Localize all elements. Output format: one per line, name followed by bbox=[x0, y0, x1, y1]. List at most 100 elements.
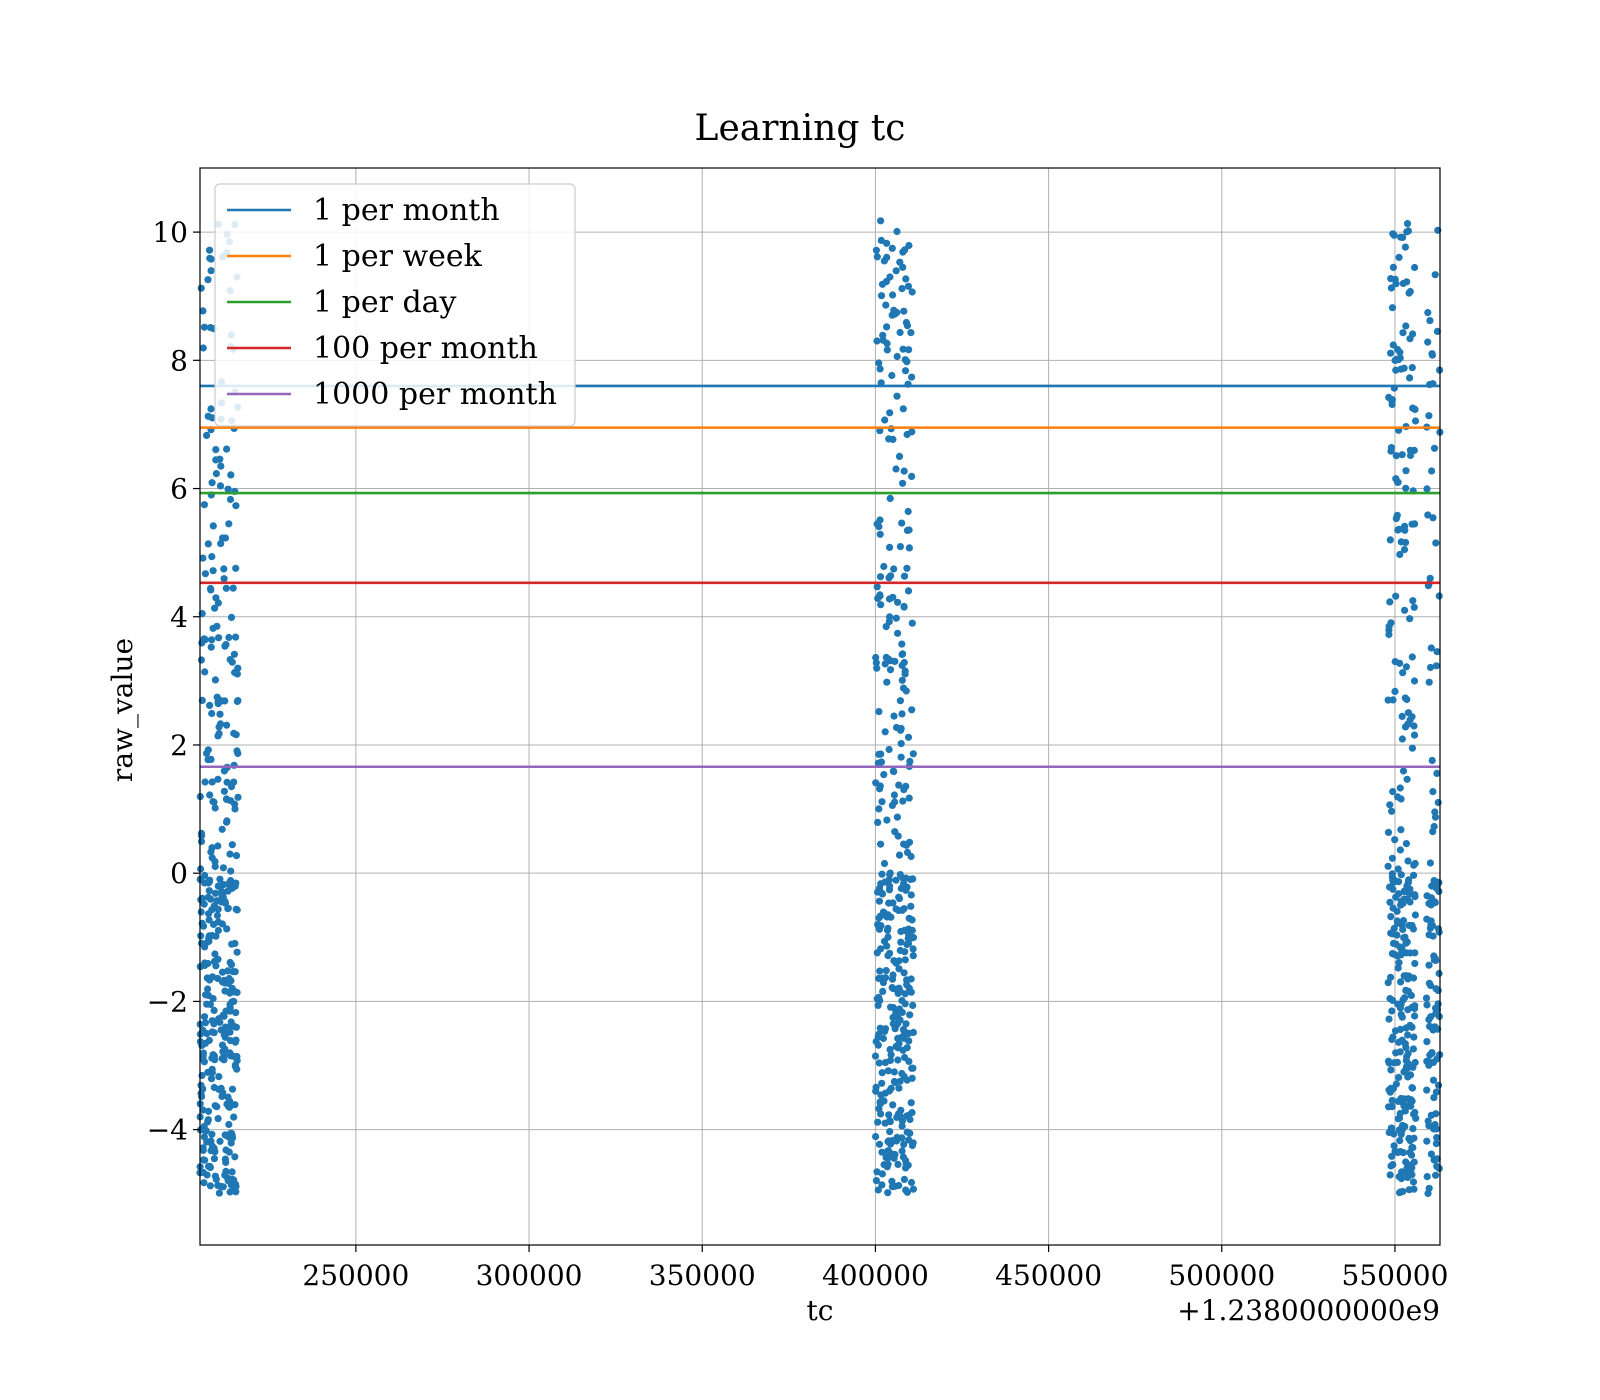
data-point bbox=[1411, 1004, 1419, 1013]
data-point bbox=[1399, 925, 1407, 934]
data-point bbox=[1403, 220, 1412, 228]
data-point bbox=[199, 1144, 207, 1152]
data-point bbox=[200, 323, 208, 331]
data-point bbox=[909, 750, 917, 758]
x-tick-label: 450000 bbox=[995, 1259, 1102, 1292]
data-point bbox=[898, 1122, 906, 1130]
data-point bbox=[900, 603, 908, 611]
data-point bbox=[218, 825, 226, 833]
data-point bbox=[211, 858, 219, 866]
data-point bbox=[228, 1085, 237, 1093]
data-point bbox=[229, 584, 237, 592]
data-point bbox=[909, 1028, 918, 1036]
data-point bbox=[216, 882, 224, 890]
data-point bbox=[197, 896, 205, 904]
data-point bbox=[1409, 925, 1417, 933]
data-point bbox=[1387, 284, 1395, 292]
data-point bbox=[903, 848, 912, 857]
data-point bbox=[886, 409, 894, 417]
legend-entry-label: 1000 per month bbox=[313, 377, 557, 412]
data-point bbox=[893, 392, 901, 400]
data-point bbox=[1386, 598, 1394, 606]
data-point bbox=[1433, 327, 1441, 335]
data-point bbox=[909, 1185, 918, 1193]
data-point bbox=[906, 1011, 914, 1019]
data-point bbox=[204, 1107, 213, 1115]
data-point bbox=[1398, 451, 1406, 459]
data-point bbox=[226, 1188, 234, 1196]
data-point bbox=[1404, 720, 1412, 728]
data-point bbox=[1410, 677, 1419, 685]
data-point bbox=[216, 720, 225, 728]
data-point bbox=[214, 1115, 222, 1123]
data-point bbox=[217, 1182, 225, 1190]
data-point bbox=[231, 1101, 239, 1109]
data-point bbox=[210, 1006, 218, 1015]
data-point bbox=[1429, 514, 1437, 522]
data-point bbox=[207, 1075, 216, 1083]
data-point bbox=[900, 658, 908, 667]
data-point bbox=[233, 906, 241, 914]
data-point bbox=[225, 879, 233, 887]
data-point bbox=[230, 1113, 238, 1121]
data-point bbox=[894, 1056, 902, 1064]
data-point bbox=[206, 254, 214, 262]
data-point bbox=[902, 275, 910, 283]
data-point bbox=[203, 1171, 211, 1179]
data-point bbox=[211, 604, 219, 612]
data-point bbox=[891, 1150, 899, 1159]
legend-entry-label: 1 per day bbox=[313, 285, 457, 320]
data-point bbox=[222, 1158, 230, 1166]
data-point bbox=[878, 1148, 886, 1156]
x-tick-label: 400000 bbox=[822, 1259, 929, 1292]
data-point bbox=[881, 1027, 889, 1035]
data-point bbox=[1429, 788, 1437, 796]
data-point bbox=[1397, 978, 1405, 986]
data-point bbox=[876, 967, 884, 975]
data-point bbox=[875, 750, 883, 758]
data-point bbox=[1397, 901, 1405, 909]
data-point bbox=[1397, 365, 1405, 373]
data-point bbox=[232, 879, 240, 887]
data-point bbox=[201, 959, 209, 967]
data-point bbox=[232, 564, 240, 572]
data-point bbox=[1388, 870, 1396, 878]
data-point bbox=[1410, 871, 1418, 879]
data-point bbox=[199, 922, 208, 930]
data-point bbox=[891, 828, 899, 836]
data-point bbox=[1410, 1033, 1418, 1041]
data-point bbox=[895, 781, 903, 789]
data-point bbox=[901, 246, 909, 254]
data-point bbox=[1402, 467, 1410, 475]
data-point bbox=[204, 938, 212, 946]
x-tick-label: 350000 bbox=[649, 1259, 756, 1292]
data-point bbox=[1387, 973, 1395, 981]
data-point bbox=[890, 791, 899, 799]
data-point bbox=[895, 1084, 903, 1092]
data-point bbox=[881, 1059, 890, 1067]
data-point bbox=[1425, 899, 1433, 908]
data-point bbox=[875, 708, 883, 716]
data-point bbox=[1408, 744, 1416, 752]
data-point bbox=[878, 1069, 886, 1077]
data-point bbox=[1425, 961, 1433, 969]
data-point bbox=[198, 832, 206, 840]
data-point bbox=[901, 990, 909, 998]
data-point bbox=[1429, 932, 1437, 940]
data-point bbox=[215, 634, 223, 642]
data-point bbox=[223, 817, 231, 825]
data-point bbox=[232, 1188, 240, 1196]
data-point bbox=[1391, 687, 1399, 696]
data-point bbox=[204, 412, 212, 420]
data-point bbox=[871, 1052, 880, 1060]
data-point bbox=[876, 365, 884, 373]
data-point bbox=[1431, 813, 1440, 821]
data-point bbox=[220, 575, 228, 583]
data-point bbox=[905, 526, 913, 534]
data-point bbox=[1399, 279, 1407, 288]
data-point bbox=[199, 554, 207, 562]
data-point bbox=[1426, 859, 1434, 867]
data-point bbox=[890, 565, 898, 573]
data-point bbox=[204, 991, 213, 1000]
data-point bbox=[1401, 994, 1409, 1002]
